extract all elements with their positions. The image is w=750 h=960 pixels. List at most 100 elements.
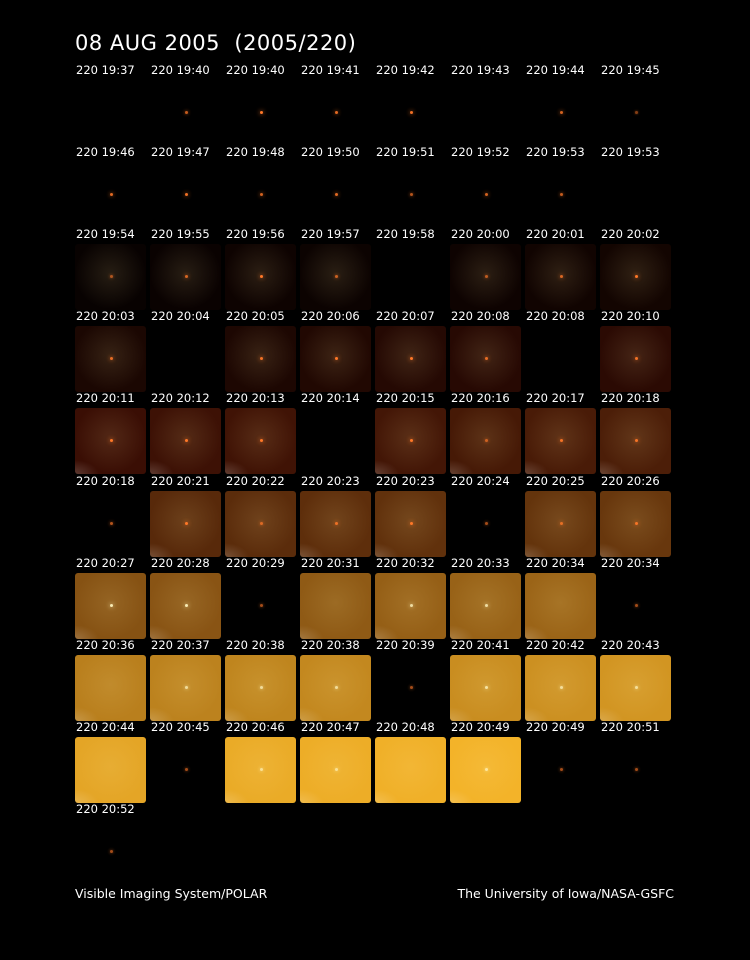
frame-timestamp: 220 20:49 bbox=[526, 719, 585, 734]
frame-image bbox=[375, 408, 446, 475]
bright-point bbox=[410, 603, 413, 607]
frame-timestamp: 220 19:44 bbox=[526, 63, 585, 77]
frame-image bbox=[150, 737, 221, 803]
frame-image bbox=[300, 736, 371, 803]
footer-credit: The University of Iowa/NASA-GSFC bbox=[457, 886, 674, 901]
earth-limb bbox=[300, 706, 324, 721]
frame-timestamp: 220 20:49 bbox=[451, 719, 510, 734]
earth-limb bbox=[375, 542, 399, 557]
earth-limb bbox=[225, 542, 249, 557]
frame-timestamp: 220 20:32 bbox=[376, 555, 435, 570]
frame-image bbox=[300, 572, 371, 639]
frame-timestamp: 220 20:08 bbox=[451, 309, 510, 324]
frame-image bbox=[450, 408, 521, 475]
bright-point bbox=[560, 111, 563, 114]
footer-instrument: Visible Imaging System/POLAR bbox=[75, 886, 268, 901]
frame-timestamp: 220 19:57 bbox=[301, 227, 360, 242]
frame-timestamp: 220 19:41 bbox=[301, 63, 360, 77]
frame-timestamp: 220 19:50 bbox=[301, 145, 360, 160]
frame-timestamp: 220 20:22 bbox=[226, 473, 285, 488]
frame-timestamp: 220 20:33 bbox=[451, 555, 510, 570]
bright-point bbox=[260, 275, 263, 279]
frame-image bbox=[525, 490, 596, 557]
bright-point bbox=[635, 767, 638, 771]
frame-image bbox=[150, 244, 221, 311]
bright-point bbox=[260, 521, 263, 525]
frame-image bbox=[300, 490, 371, 557]
bright-point bbox=[110, 275, 113, 279]
earth-limb bbox=[150, 460, 174, 475]
frame-image bbox=[225, 490, 296, 557]
bright-point bbox=[335, 275, 338, 279]
frame-image bbox=[225, 244, 296, 311]
frame-image bbox=[75, 654, 146, 721]
frame-image bbox=[600, 326, 671, 393]
bright-point bbox=[335, 193, 338, 197]
earth-limb bbox=[375, 788, 399, 803]
earth-limb bbox=[75, 624, 99, 639]
frame-image bbox=[225, 573, 296, 639]
bright-point bbox=[560, 193, 563, 197]
frame-image bbox=[375, 80, 446, 146]
bright-point bbox=[410, 521, 413, 525]
frame-timestamp: 220 20:05 bbox=[226, 309, 285, 324]
earth-limb bbox=[375, 624, 399, 639]
bright-point bbox=[485, 767, 488, 771]
bright-point bbox=[260, 767, 263, 771]
bright-point bbox=[635, 111, 638, 114]
bright-point bbox=[485, 193, 488, 197]
frame-image bbox=[150, 654, 221, 721]
bright-point bbox=[635, 685, 638, 689]
frame-timestamp: 220 20:21 bbox=[151, 473, 210, 488]
frame-image bbox=[150, 490, 221, 557]
bright-point bbox=[560, 275, 563, 279]
frame-timestamp: 220 19:42 bbox=[376, 63, 435, 77]
frame-image bbox=[375, 162, 446, 228]
frame-image bbox=[525, 244, 596, 311]
frame-timestamp: 220 20:00 bbox=[451, 227, 510, 242]
frame-image bbox=[600, 408, 671, 475]
frame-timestamp: 220 20:39 bbox=[376, 637, 435, 652]
frame-image bbox=[450, 162, 521, 228]
frame-timestamp: 220 19:58 bbox=[376, 227, 435, 242]
earth-limb bbox=[525, 706, 549, 721]
frame-image bbox=[300, 654, 371, 721]
bright-point bbox=[185, 521, 188, 525]
frame-timestamp: 220 20:25 bbox=[526, 473, 585, 488]
frame-timestamp: 220 20:23 bbox=[376, 473, 435, 488]
bright-point bbox=[260, 603, 263, 607]
earth-limb bbox=[300, 542, 324, 557]
frame-timestamp: 220 20:17 bbox=[526, 391, 585, 406]
bright-point bbox=[185, 439, 188, 443]
earth-limb bbox=[450, 788, 474, 803]
frame-image bbox=[450, 654, 521, 721]
bright-point bbox=[260, 193, 263, 197]
frame-timestamp: 220 20:45 bbox=[151, 719, 210, 734]
frame-timestamp: 220 20:29 bbox=[226, 555, 285, 570]
bright-point bbox=[635, 439, 638, 443]
bright-point bbox=[110, 193, 113, 197]
frame-timestamp: 220 19:43 bbox=[451, 63, 510, 77]
bright-point bbox=[110, 357, 113, 361]
frame-image bbox=[300, 244, 371, 311]
frame-image bbox=[600, 573, 671, 639]
earth-limb bbox=[450, 624, 474, 639]
frame-image bbox=[525, 408, 596, 475]
bright-point bbox=[635, 357, 638, 361]
frame-timestamp: 220 19:51 bbox=[376, 145, 435, 160]
bright-point bbox=[260, 439, 263, 443]
frame-timestamp: 220 20:42 bbox=[526, 637, 585, 652]
earth-limb bbox=[600, 460, 624, 475]
frame-image bbox=[150, 326, 221, 392]
frame-image bbox=[75, 408, 146, 475]
bright-point bbox=[410, 439, 413, 443]
frame-image bbox=[225, 654, 296, 721]
earth-limb bbox=[150, 542, 174, 557]
frame-timestamp: 220 20:14 bbox=[301, 391, 360, 406]
frame-image bbox=[600, 490, 671, 557]
frame-timestamp: 220 19:55 bbox=[151, 227, 210, 242]
frame-image bbox=[75, 736, 146, 803]
frame-image bbox=[75, 244, 146, 311]
frame-image bbox=[600, 737, 671, 803]
bright-point bbox=[635, 521, 638, 525]
